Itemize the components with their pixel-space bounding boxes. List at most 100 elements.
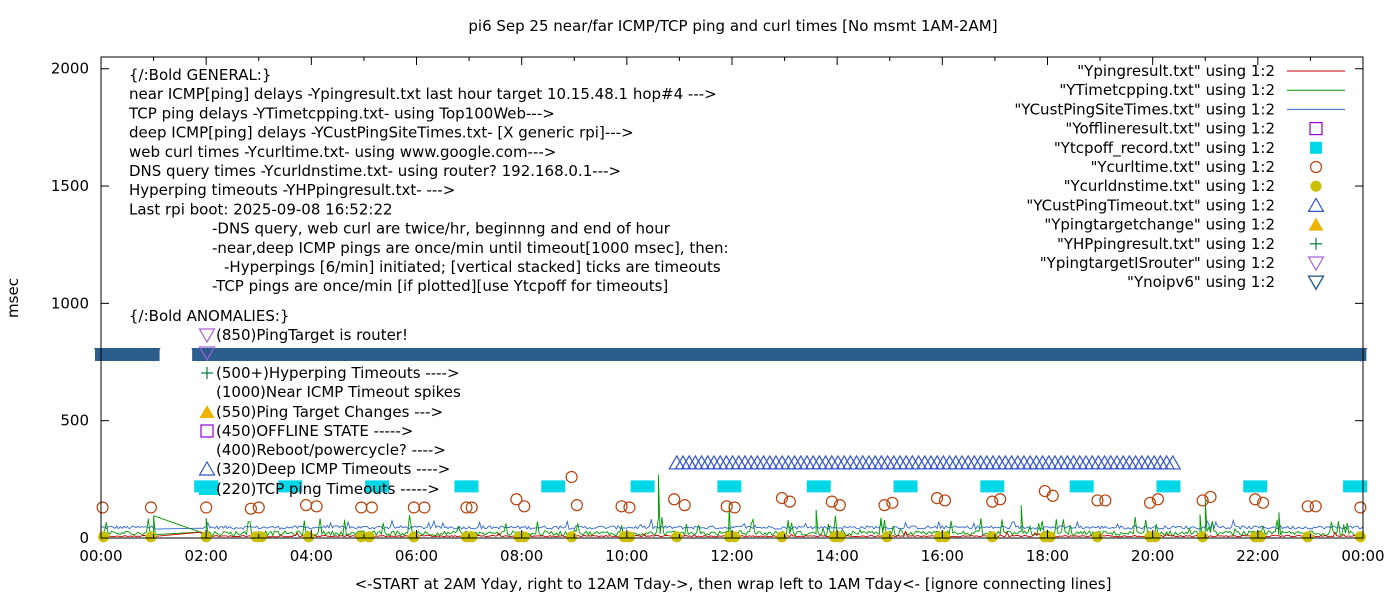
point-ytcpoff-record (365, 480, 390, 493)
annotation-general-line: deep ICMP[ping] delays -YCustPingSiteTim… (129, 124, 634, 142)
point-ycurltime (565, 470, 578, 484)
point-ycustpingtimeout (1164, 454, 1182, 470)
point-ycurldnstime (623, 531, 635, 543)
point-ycurltime (365, 501, 378, 514)
annotation-anomaly-line: (220)TCP ping Timeouts -----> (216, 480, 440, 498)
point-ytcpoff-record (806, 480, 831, 493)
point-ycurldnstime (834, 531, 846, 543)
point-ytcpoff-record (980, 480, 1005, 493)
y-tick-label: 1500 (51, 177, 89, 195)
annotation-anomaly-line: (500+)Hyperping Timeouts ----> (216, 364, 460, 382)
point-ycurltime (460, 501, 473, 514)
legend-swatch (1307, 197, 1325, 212)
point-ycurldnstime (776, 531, 788, 543)
point-ycurltime (986, 495, 999, 508)
legend-entry: "Ycurldnstime.txt" using 1:2 (1064, 177, 1322, 195)
point-ycurltime (299, 499, 313, 512)
annotation-anomalies-heading: {/:Bold ANOMALIES:} (129, 307, 289, 325)
point-ycurltime (825, 495, 839, 508)
point-ycurltime (96, 501, 109, 514)
point-ycurltime (200, 501, 213, 514)
point-ycurltime (355, 501, 368, 514)
point-ycurltime (938, 494, 952, 507)
axes: 00:00 02:00 04:00 06:00 08:00 10:00 12:00 14:00… (51, 57, 1385, 565)
y-tick-label: 500 (60, 412, 89, 430)
annotation-icon-tcp (199, 483, 219, 495)
legend-label: "Yofflineresult.txt" using 1:2 (1065, 120, 1275, 138)
annotation-icon (200, 424, 214, 438)
point-ytcpoff-record (1069, 480, 1094, 493)
annotation-anomaly-line: (400)Reboot/powercycle? ----> (216, 441, 446, 459)
legend-label: "Ytcpoff_record.txt" using 1:2 (1054, 139, 1275, 158)
annotation-anomaly-line: (550)Ping Target Changes ---> (216, 403, 443, 421)
point-ycurltime (570, 499, 583, 512)
x-tick-label: 04:00 (290, 547, 333, 565)
point-ycurltime (1196, 494, 1209, 507)
point-ycurldnstime (98, 531, 110, 543)
annotation-general-line: -DNS query, web curl are twice/hr, begin… (212, 220, 671, 238)
point-ycurltime (418, 501, 431, 514)
point-ytcpoff-record (1156, 480, 1181, 493)
y-axis-label: msec (4, 278, 22, 318)
annotation-anomaly-line: (450)OFFLINE STATE -----> (216, 422, 413, 440)
x-tick-label: 20:00 (1131, 547, 1174, 565)
legend-label: "YCustPingSiteTimes.txt" using 1:2 (1014, 100, 1275, 118)
point-ycurltime (994, 493, 1007, 506)
point-ycurldnstime (566, 531, 578, 543)
x-tick-label: 12:00 (710, 547, 753, 565)
point-ycurldnstime (466, 531, 478, 543)
legend-label: "Ypingresult.txt" using 1:2 (1077, 62, 1275, 80)
x-tick-label: 06:00 (395, 547, 438, 565)
legend-swatch (1310, 237, 1322, 250)
x-tick-label: 00:00 (1341, 547, 1384, 565)
point-ycurltime (615, 500, 628, 513)
series-ynoipv6-run (94, 347, 161, 362)
legend-label: "YpingtargetISrouter" using 1:2 (1040, 254, 1275, 272)
annotation-general-line: -TCP pings are once/min [if plotted][use… (212, 277, 668, 295)
x-tick-label: 00:00 (79, 547, 122, 565)
legend-entry: "YCustPingTimeout.txt" using 1:2 (1026, 196, 1325, 214)
point-ycurldnstime (1254, 531, 1266, 543)
series-ynoipv6-run (191, 347, 1368, 362)
point-ycurltime (878, 499, 891, 512)
legend-entry: "Ypingtargetchange" using 1:2 (1044, 216, 1324, 234)
legend-swatch (1308, 217, 1324, 231)
point-ycurltime (310, 500, 323, 513)
point-ycurltime (668, 493, 681, 506)
point-ytcpoff-record (717, 480, 742, 493)
series-line-ytimetcpping (100, 474, 1364, 538)
point-ycurldnstime (1302, 531, 1314, 543)
point-ycurltime (775, 492, 789, 505)
legend-swatch (1310, 180, 1322, 192)
point-ytcpoff-record (1343, 480, 1368, 493)
point-ycurldnstime (1149, 531, 1161, 543)
annotation-icon (198, 460, 216, 476)
point-ycurldnstime (986, 531, 998, 543)
point-ycurltime (886, 496, 899, 509)
point-ycurltime (1256, 496, 1270, 509)
point-ycurldnstime (518, 531, 530, 543)
point-ycurltime (144, 501, 158, 514)
point-ycurltime (678, 499, 691, 512)
legend-label: "Ycurldnstime.txt" using 1:2 (1064, 177, 1275, 195)
point-ytcpoff-record (454, 480, 479, 493)
annotation-general-line: DNS query times -Ycurldnstime.txt- using… (129, 162, 621, 180)
legend-entry: "YCustPingSiteTimes.txt" using 1:2 (1014, 100, 1345, 118)
legend-entry: "Ypingresult.txt" using 1:2 (1077, 62, 1345, 80)
point-ycurltime (1091, 494, 1104, 507)
point-ytcpoff-record (278, 480, 303, 493)
point-ycurldnstime (363, 531, 375, 543)
x-axis-label: <-START at 2AM Yday, right to 12AM Tday-… (355, 575, 1112, 593)
legend-entry: "Ytcpoff_record.txt" using 1:2 (1054, 139, 1322, 158)
point-ycurltime (1151, 493, 1165, 506)
legend: "Ypingresult.txt" using 1:2"YTimetcpping… (1014, 62, 1345, 291)
legend-swatch (1307, 256, 1325, 272)
legend-swatch (1309, 121, 1323, 136)
annotation-icon (199, 405, 215, 418)
point-ycurltime (465, 501, 478, 514)
point-ycurltime (1309, 500, 1322, 513)
series-ynoipv6-band (95, 347, 160, 361)
point-ycurldnstime (255, 531, 267, 543)
legend-swatch (1310, 141, 1322, 154)
legend-label: "YTimetcpping.txt" using 1:2 (1059, 81, 1275, 99)
